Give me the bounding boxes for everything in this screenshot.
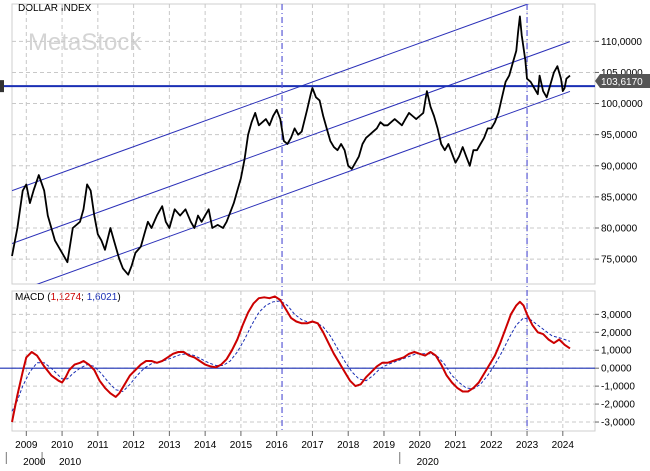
decade-label: 2020 xyxy=(417,457,440,468)
left-level-tag xyxy=(0,80,4,93)
macd-y-tick-label: -2,0000 xyxy=(601,400,635,411)
x-tick-label: 2024 xyxy=(552,440,575,451)
signal-series-line xyxy=(11,300,571,412)
price-y-tick-label: 85,0000 xyxy=(601,192,638,203)
x-tick-label: 2013 xyxy=(158,440,181,451)
x-tick-label: 2021 xyxy=(444,440,467,451)
channel-middle-line xyxy=(12,41,571,245)
watermark: MetaStock xyxy=(28,29,142,56)
macd-y-tick-label: 2,0000 xyxy=(601,328,632,339)
price-y-tick-label: 90,0000 xyxy=(601,161,638,172)
x-tick-label: 2014 xyxy=(194,440,217,451)
channel-lower-line xyxy=(36,90,571,284)
x-tick-label: 2016 xyxy=(266,440,289,451)
price-series-line xyxy=(11,15,571,276)
x-tick-label: 2010 xyxy=(51,440,74,451)
price-y-tick-label: 110,0000 xyxy=(601,37,642,48)
x-tick-label: 2020 xyxy=(409,440,432,451)
x-tick-label: 2011 xyxy=(87,440,109,451)
macd-panel-frame xyxy=(11,290,596,432)
price-y-tick-label: 105,0000 xyxy=(601,68,643,79)
price-y-tick-label: 100,0000 xyxy=(601,99,643,110)
price-y-tick-label: 80,0000 xyxy=(601,224,638,235)
x-tick-label: 2023 xyxy=(516,440,539,451)
decade-label: 2000 xyxy=(23,457,46,468)
price-y-tick-label: 95,0000 xyxy=(601,130,638,141)
x-tick-label: 2012 xyxy=(122,440,145,451)
x-tick-label: 2015 xyxy=(230,440,253,451)
macd-y-tick-label: -1,0000 xyxy=(601,382,635,393)
channel-upper-line xyxy=(12,4,530,192)
decade-label: 2010 xyxy=(59,457,82,468)
macd-y-tick-label: 1,0000 xyxy=(601,346,632,357)
x-tick-label: 2019 xyxy=(373,440,396,451)
signal-legend-value: 1,6021 xyxy=(87,292,118,303)
last-value-label: 103,6170 xyxy=(601,77,643,88)
macd-y-tick-label: 3,0000 xyxy=(601,310,632,321)
macd-series-line xyxy=(11,295,571,423)
macd-legend-label: MACD xyxy=(15,292,44,303)
macd-y-tick-label: 0,0000 xyxy=(601,364,632,375)
x-tick-label: 2022 xyxy=(480,440,503,451)
x-tick-label: 2017 xyxy=(301,440,324,451)
price-y-tick-label: 75,0000 xyxy=(601,255,638,266)
macd-y-tick-label: -3,0000 xyxy=(601,418,635,429)
last-value-tag xyxy=(595,74,650,89)
x-tick-label: 2009 xyxy=(15,440,38,451)
x-tick-label: 2018 xyxy=(337,440,360,451)
macd-legend: MACD (1,1274; 1,6021) xyxy=(15,292,121,303)
chart-title: DOLLAR INDEX xyxy=(18,3,92,14)
price-panel-frame xyxy=(11,3,596,285)
macd-legend-value: 1,1274 xyxy=(51,292,82,303)
